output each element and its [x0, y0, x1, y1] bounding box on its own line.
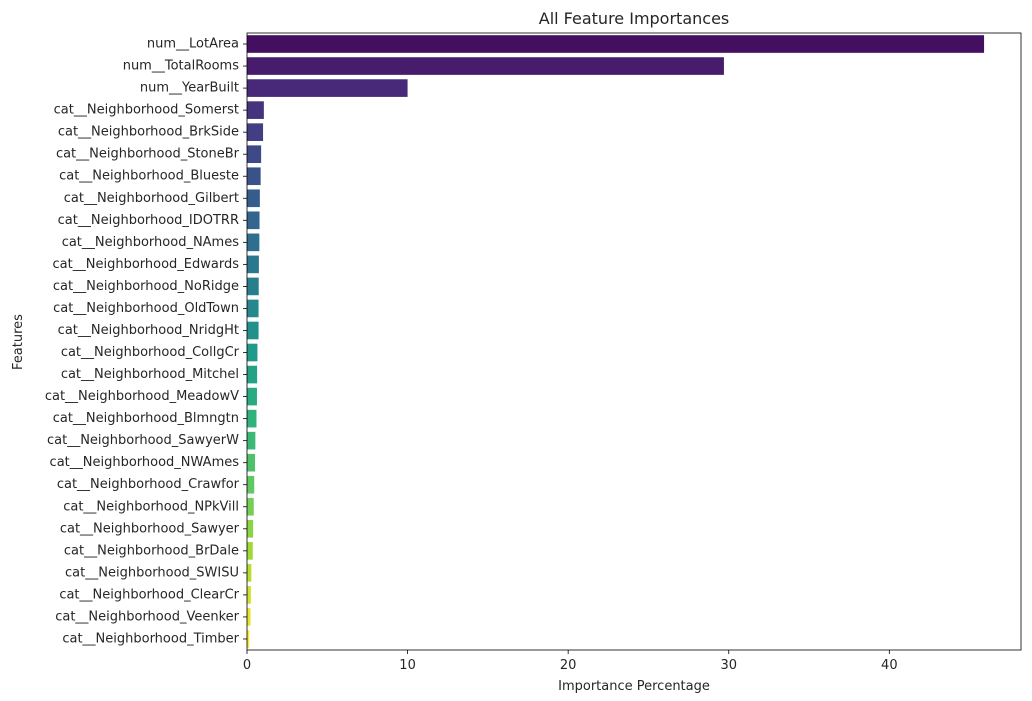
y-tick-label: cat__Neighborhood_Blmngtn [53, 411, 239, 426]
bar-cat__Neighborhood_Veenker [247, 608, 251, 626]
bar-cat__Neighborhood_Timber [247, 630, 250, 648]
y-tick-label: cat__Neighborhood_NWAmes [50, 455, 240, 470]
y-tick-label: cat__Neighborhood_SWISU [65, 565, 239, 580]
x-axis-label: Importance Percentage [558, 679, 710, 694]
bar-cat__Neighborhood_Crawfor [247, 475, 255, 494]
bar-cat__Neighborhood_ClearCr [247, 586, 251, 604]
y-tick-label: num__YearBuilt [140, 81, 239, 96]
x-ticks: 0 10 20 30 40 [243, 650, 898, 673]
y-tick-label: cat__Neighborhood_Sawyer [60, 521, 240, 536]
plot-frame [246, 32, 1022, 651]
y-tick-label: cat__Neighborhood_OldTown [53, 301, 239, 316]
y-tick-label: cat__Neighborhood_Gilbert [64, 191, 239, 206]
bar-cat__Neighborhood_NPkVill [247, 497, 254, 516]
y-tick-label: cat__Neighborhood_Mitchel [61, 367, 239, 382]
y-tick-label: cat__Neighborhood_ClearCr [59, 587, 239, 602]
bar-cat__Neighborhood_Gilbert [247, 189, 260, 208]
bar-cat__Neighborhood_Mitchel [247, 365, 258, 384]
y-tick-label: num__LotArea [147, 37, 239, 52]
bars-group [247, 35, 985, 648]
bar-cat__Neighborhood_SWISU [247, 564, 252, 582]
y-tick-label: cat__Neighborhood_SawyerW [47, 433, 239, 448]
y-tick-label: cat__Neighborhood_NAmes [62, 235, 240, 250]
bar-cat__Neighborhood_Blmngtn [247, 409, 257, 428]
y-axis-label: Features [11, 314, 26, 370]
bar-cat__Neighborhood_StoneBr [247, 145, 262, 164]
bar-num__TotalRooms [247, 57, 724, 75]
bar-cat__Neighborhood_OldTown [247, 299, 259, 318]
bar-cat__Neighborhood_NoRidge [247, 277, 259, 296]
y-tick-label: cat__Neighborhood_CollgCr [61, 345, 240, 360]
bar-cat__Neighborhood_Blueste [247, 167, 261, 186]
chart-title: All Feature Importances [539, 9, 730, 28]
y-tick-label: cat__Neighborhood_Blueste [59, 169, 239, 184]
bar-cat__Neighborhood_SawyerW [247, 431, 256, 450]
bar-cat__Neighborhood_MeadowV [247, 387, 257, 406]
y-tick-label: cat__Neighborhood_IDOTRR [58, 213, 239, 228]
x-tick-label: 40 [881, 658, 898, 673]
bar-cat__Neighborhood_NridgHt [247, 321, 259, 340]
bar-num__LotArea [247, 35, 985, 53]
y-tick-label: cat__Neighborhood_NPkVill [63, 499, 239, 514]
x-tick-label: 10 [399, 658, 416, 673]
x-tick-label: 0 [243, 658, 251, 673]
bar-cat__Neighborhood_NAmes [247, 233, 260, 252]
y-tick-label: num__TotalRooms [123, 59, 240, 74]
y-tick-label: cat__Neighborhood_Crawfor [57, 477, 240, 492]
y-tick-label: cat__Neighborhood_NridgHt [58, 323, 239, 338]
y-tick-label: cat__Neighborhood_BrkSide [58, 125, 239, 140]
y-tick-label: cat__Neighborhood_MeadowV [45, 389, 239, 404]
bar-cat__Neighborhood_Somerst [247, 101, 264, 119]
y-tick-label: cat__Neighborhood_BrDale [64, 543, 239, 558]
y-tick-label: cat__Neighborhood_Edwards [53, 257, 240, 272]
bar-cat__Neighborhood_NWAmes [247, 453, 256, 472]
x-tick-label: 20 [560, 658, 577, 673]
bar-cat__Neighborhood_BrkSide [247, 123, 264, 141]
y-tick-labels: num__LotArea num__TotalRooms num__YearBuil… [45, 37, 247, 646]
y-tick-label: cat__Neighborhood_Somerst [54, 103, 239, 118]
y-tick-label: cat__Neighborhood_NoRidge [53, 279, 239, 294]
y-tick-label: cat__Neighborhood_StoneBr [56, 147, 240, 162]
bar-cat__Neighborhood_Sawyer [247, 519, 254, 538]
bar-cat__Neighborhood_BrDale [247, 542, 253, 560]
bar-cat__Neighborhood_IDOTRR [247, 211, 260, 230]
y-tick-label: cat__Neighborhood_Veenker [55, 609, 239, 624]
bar-cat__Neighborhood_CollgCr [247, 343, 258, 362]
y-tick-label: cat__Neighborhood_Timber [62, 631, 239, 646]
bar-cat__Neighborhood_Edwards [247, 255, 259, 274]
bar-num__YearBuilt [247, 79, 408, 97]
x-tick-label: 30 [720, 658, 737, 673]
